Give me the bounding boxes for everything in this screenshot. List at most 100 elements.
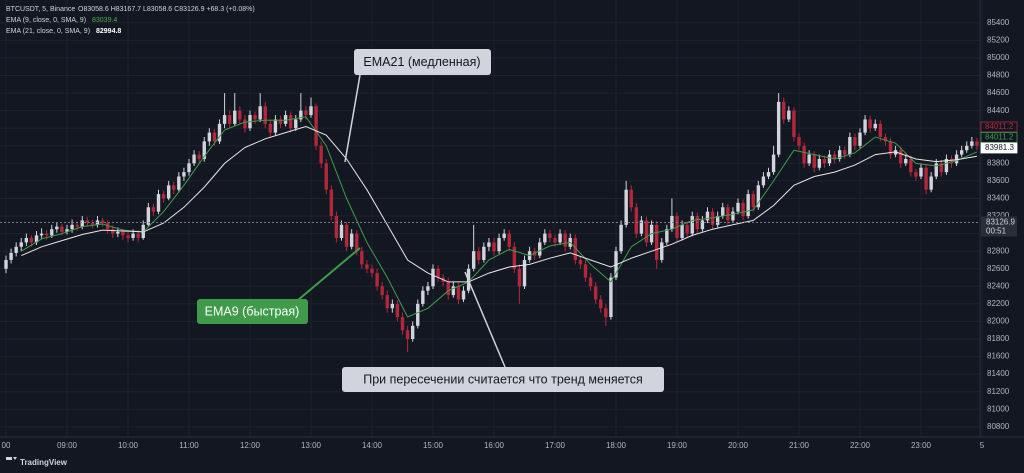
candle-body bbox=[90, 223, 95, 225]
candle-body bbox=[105, 223, 110, 230]
candle-body bbox=[416, 303, 420, 326]
candle-body bbox=[848, 137, 852, 155]
candle-body bbox=[172, 185, 176, 190]
x-tick-label: 5 bbox=[980, 441, 985, 450]
candle-body bbox=[477, 251, 481, 260]
candle-body bbox=[156, 194, 161, 212]
candle-body bbox=[827, 154, 832, 164]
candle-body bbox=[334, 216, 339, 239]
candle-body bbox=[756, 185, 761, 208]
candle-body bbox=[619, 224, 623, 252]
candle-body bbox=[421, 290, 425, 304]
candle-body bbox=[690, 216, 694, 234]
candle-body bbox=[222, 115, 227, 124]
candle-body bbox=[909, 158, 913, 173]
candle-body bbox=[370, 268, 374, 274]
x-tick-label: 16:00 bbox=[484, 441, 505, 450]
candle-body bbox=[858, 132, 862, 146]
candle-body bbox=[395, 303, 400, 318]
candle-body bbox=[812, 154, 816, 168]
y-tick-label: 84400 bbox=[987, 106, 1010, 115]
candle-body bbox=[29, 238, 34, 243]
y-tick-label: 85000 bbox=[987, 53, 1010, 62]
candle-body bbox=[14, 246, 18, 253]
candle-body bbox=[792, 110, 796, 138]
candle-body bbox=[136, 233, 140, 239]
candle-body bbox=[304, 110, 308, 116]
candle-body bbox=[639, 220, 644, 234]
x-tick-label: 11:00 bbox=[179, 441, 199, 450]
candle-body bbox=[60, 226, 64, 232]
candle-body bbox=[924, 167, 928, 190]
candle-body bbox=[492, 242, 496, 252]
candle-body bbox=[44, 233, 49, 236]
candle-body bbox=[553, 238, 557, 243]
price-tag-box bbox=[980, 142, 1018, 154]
candle-body bbox=[55, 226, 59, 230]
y-tick-label: 82000 bbox=[987, 317, 1010, 326]
candle-body bbox=[151, 207, 156, 212]
candle-body bbox=[766, 172, 771, 177]
y-tick-label: 83800 bbox=[987, 158, 1010, 167]
candle-body bbox=[166, 185, 171, 199]
y-tick-label: 82600 bbox=[987, 264, 1010, 273]
candle-body bbox=[263, 106, 267, 124]
candle-body bbox=[355, 233, 359, 252]
x-tick-label: 00 bbox=[2, 441, 11, 450]
candle-body bbox=[329, 189, 334, 217]
x-tick-label: 09:00 bbox=[57, 441, 78, 450]
candle-body bbox=[227, 115, 232, 124]
candle-body bbox=[131, 233, 135, 239]
candle-body bbox=[680, 224, 684, 239]
candle-body bbox=[558, 233, 562, 243]
candle-body bbox=[751, 194, 755, 208]
candle-body bbox=[736, 202, 740, 212]
candle-body bbox=[288, 115, 293, 129]
price-tag-box bbox=[980, 132, 1018, 143]
candle-body bbox=[487, 242, 491, 247]
candle-body bbox=[197, 154, 201, 159]
y-tick-label: 80800 bbox=[987, 422, 1010, 431]
candle-body bbox=[543, 233, 547, 243]
indicator-name: EMA (21, close, 0, SMA, 9) bbox=[6, 28, 90, 35]
y-tick-label: 85400 bbox=[987, 18, 1010, 27]
candle-body bbox=[365, 264, 369, 269]
candle-body bbox=[888, 141, 893, 155]
candle-body bbox=[9, 252, 13, 260]
candle-body bbox=[965, 145, 969, 151]
candle-body bbox=[660, 242, 664, 260]
countdown: 00:51 bbox=[986, 227, 1007, 236]
candle-body bbox=[837, 150, 842, 159]
candle-body bbox=[878, 123, 883, 138]
candle-body bbox=[146, 207, 151, 225]
candle-body bbox=[929, 176, 933, 190]
candle-body bbox=[344, 224, 349, 247]
annotation: EMA9 (быстрая) bbox=[205, 304, 300, 318]
candle-body bbox=[517, 268, 522, 287]
candle-body bbox=[217, 123, 222, 142]
candle-body bbox=[314, 106, 318, 146]
candle-body bbox=[807, 154, 811, 164]
candle-body bbox=[4, 259, 8, 269]
candle-body bbox=[380, 286, 384, 296]
y-tick-label: 84600 bbox=[987, 88, 1010, 97]
candle-body bbox=[161, 194, 166, 199]
x-tick-label: 10:00 bbox=[118, 441, 139, 450]
y-tick-label: 85200 bbox=[987, 36, 1010, 45]
candle-body bbox=[202, 141, 206, 159]
candle-body bbox=[24, 238, 29, 243]
annotation: EMA21 (медленная) bbox=[363, 55, 480, 69]
candle-body bbox=[665, 229, 669, 243]
candle-body bbox=[700, 220, 705, 230]
candle-body bbox=[787, 110, 791, 120]
candle-body bbox=[471, 251, 476, 269]
candle-body bbox=[624, 189, 628, 225]
candle-body bbox=[39, 233, 44, 236]
y-tick-label: 82400 bbox=[987, 281, 1010, 290]
candle-body bbox=[243, 119, 247, 129]
candle-body bbox=[898, 150, 903, 164]
y-tick-label: 81200 bbox=[987, 387, 1010, 396]
candle-body bbox=[461, 290, 466, 300]
candle-body bbox=[843, 150, 847, 155]
